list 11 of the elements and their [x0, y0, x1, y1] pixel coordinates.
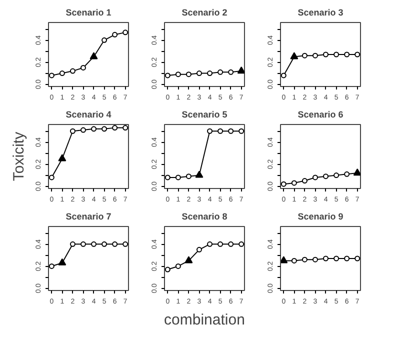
chart-title: Scenario 2 — [182, 8, 228, 18]
chart-title: Scenario 1 — [66, 8, 112, 18]
chart-title: Scenario 9 — [298, 212, 344, 222]
chart-title: Scenario 8 — [182, 212, 228, 222]
chart-title: Scenario 4 — [66, 110, 112, 120]
chart-title: Scenario 7 — [66, 212, 112, 222]
x-axis-title: combination — [164, 312, 245, 328]
y-axis-title: Toxicity — [10, 131, 28, 182]
chart-title: Scenario 3 — [298, 8, 344, 18]
chart-title: Scenario 5 — [182, 110, 228, 120]
chart-title: Scenario 6 — [298, 110, 344, 120]
